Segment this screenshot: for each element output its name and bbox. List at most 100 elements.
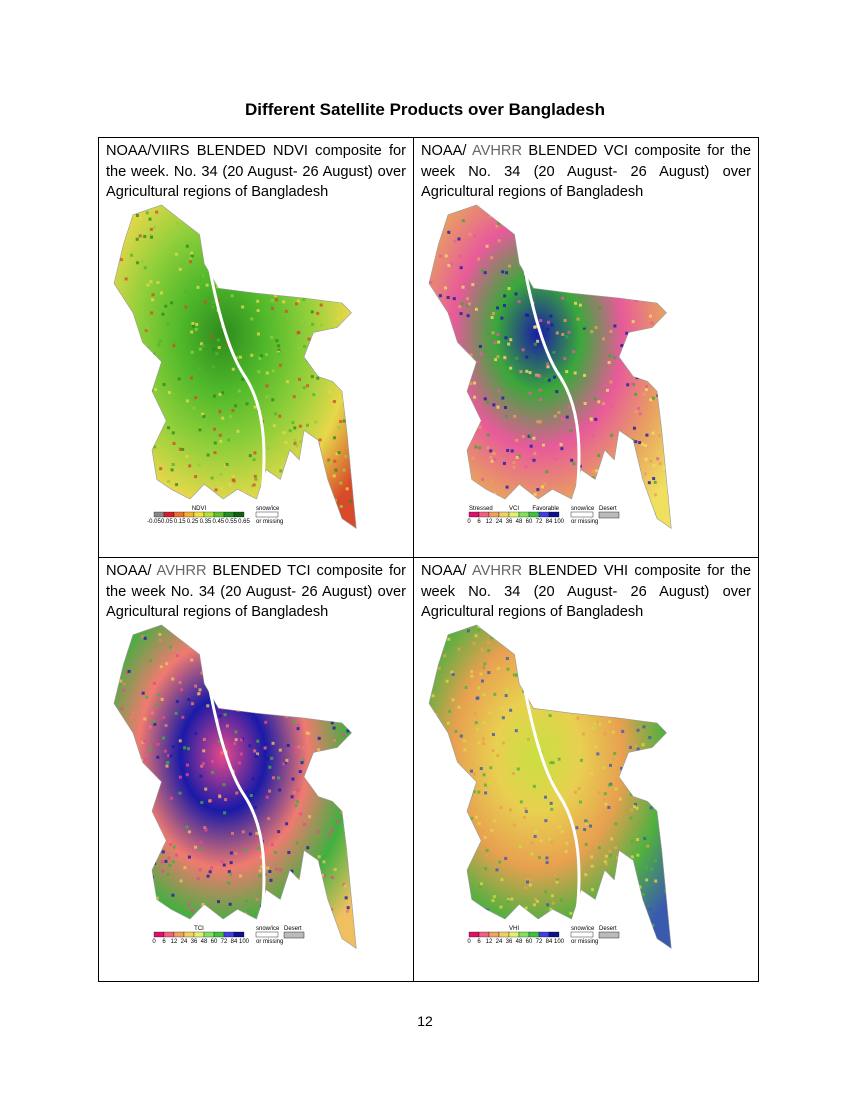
pixel — [508, 264, 512, 268]
pixel — [171, 677, 175, 681]
pixel — [633, 666, 637, 670]
pixel — [563, 640, 567, 644]
pixel — [260, 865, 264, 869]
pixel — [225, 205, 229, 209]
pixel — [619, 513, 623, 517]
pixel — [601, 703, 605, 707]
pixel — [156, 742, 160, 746]
pixel — [276, 281, 280, 285]
pixel — [488, 214, 492, 218]
pixel — [615, 359, 619, 363]
pixel — [336, 279, 340, 283]
pixel — [591, 635, 595, 639]
pixel — [640, 914, 644, 918]
pixel — [575, 861, 579, 865]
pixel — [135, 213, 139, 217]
pixel — [559, 761, 563, 765]
pixel — [505, 526, 509, 529]
pixel — [536, 488, 540, 492]
pixel — [504, 757, 508, 761]
pixel — [479, 352, 483, 356]
pixel — [654, 879, 658, 883]
pixel — [200, 800, 204, 804]
pixel — [674, 898, 677, 901]
pixel — [586, 474, 590, 478]
pixel — [495, 528, 499, 529]
pixel — [267, 817, 271, 821]
pixel — [629, 501, 633, 505]
legend-label: 72 — [536, 519, 543, 525]
pixel — [670, 873, 672, 877]
pixel — [510, 534, 513, 537]
pixel — [250, 317, 254, 321]
pixel — [640, 649, 644, 653]
pixel — [639, 704, 643, 708]
pixel — [294, 804, 298, 808]
pixel — [293, 426, 297, 430]
legend-swatch — [538, 931, 550, 938]
pixel — [161, 312, 165, 316]
pixel — [514, 219, 518, 223]
legend-swatch — [255, 931, 279, 938]
pixel — [328, 701, 332, 705]
pixel — [464, 885, 468, 889]
pixel — [126, 738, 130, 742]
pixel — [456, 907, 460, 911]
pixel — [525, 877, 529, 881]
pixel — [650, 867, 654, 871]
pixel — [277, 352, 281, 356]
pixel — [129, 314, 133, 318]
pixel — [194, 475, 198, 479]
pixel — [489, 455, 493, 459]
pixel — [660, 775, 664, 779]
pixel — [128, 634, 132, 638]
pixel — [117, 869, 121, 873]
pixel — [245, 790, 249, 794]
legend-swatch — [193, 931, 205, 938]
pixel — [161, 850, 165, 854]
pixel — [229, 851, 233, 855]
pixel — [613, 751, 617, 755]
pixel — [212, 347, 216, 351]
pixel — [165, 662, 169, 666]
pixel — [488, 711, 492, 715]
pixel — [555, 260, 559, 264]
pixel — [648, 646, 652, 650]
pixel — [296, 788, 300, 792]
legend-label: 60 — [211, 939, 218, 945]
pixel — [114, 808, 118, 812]
pixel — [483, 835, 487, 839]
pixel — [576, 716, 580, 720]
pixel — [297, 346, 301, 350]
pixel — [346, 707, 350, 711]
pixel — [622, 358, 626, 362]
pixel — [280, 532, 283, 535]
pixel — [271, 776, 275, 780]
pixel — [156, 755, 160, 759]
pixel — [358, 412, 361, 415]
pixel — [459, 922, 463, 926]
pixel — [510, 449, 514, 453]
pixel — [485, 848, 489, 852]
pixel — [116, 444, 120, 448]
pixel — [610, 405, 614, 409]
pixel — [344, 321, 348, 325]
pixel — [234, 738, 238, 742]
pixel — [257, 687, 261, 691]
pixel — [237, 389, 241, 393]
pixel — [663, 209, 667, 213]
pixel — [629, 792, 633, 796]
pixel — [263, 259, 267, 263]
pixel — [307, 214, 311, 218]
pixel — [127, 361, 131, 365]
pixel — [217, 866, 221, 870]
pixel — [277, 348, 281, 352]
river — [522, 684, 581, 927]
pixel — [138, 449, 142, 453]
pixel — [145, 902, 149, 906]
pixel — [597, 246, 601, 250]
pixel — [464, 685, 468, 689]
pixel — [297, 939, 301, 943]
pixel — [184, 305, 188, 309]
pixel — [178, 681, 182, 685]
